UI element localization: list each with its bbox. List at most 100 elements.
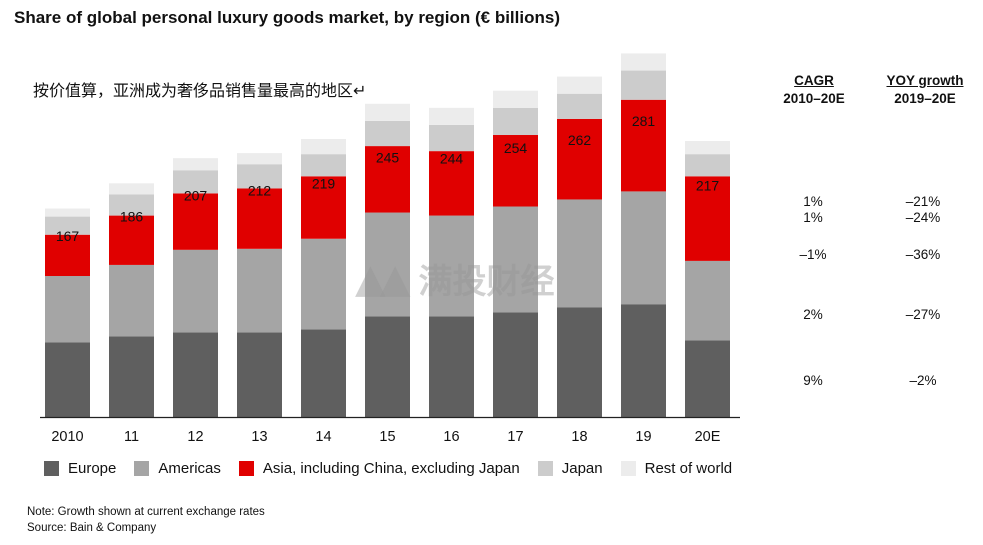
- watermark-text: 满投财经: [418, 262, 555, 302]
- watermark-logo-icon: ▲▲: [355, 255, 410, 302]
- bar-total-label: 217: [696, 177, 720, 193]
- bar-segment-rest-of-world: [557, 76, 602, 94]
- bar-segment-japan: [45, 216, 90, 235]
- legend-item-europe: Europe: [44, 460, 116, 477]
- x-tick-label: 12: [187, 429, 203, 445]
- bar-segment-japan: [301, 154, 346, 177]
- bar-segment-rest-of-world: [301, 139, 346, 155]
- cagr-value: 9%: [803, 373, 823, 388]
- legend-swatch: [238, 461, 254, 476]
- bar-segment-rest-of-world: [685, 141, 730, 155]
- cagr-value: 1%: [803, 194, 823, 209]
- bar-segment-asia: [429, 151, 474, 216]
- cagr-header-label: CAGR: [794, 73, 834, 88]
- bar-segment-japan: [109, 194, 154, 216]
- bar-segment-americas: [301, 238, 346, 330]
- yoy-header: YOY growth 2019–20E: [875, 72, 975, 108]
- bar-segment-europe: [109, 336, 154, 417]
- bar-total-label: 186: [120, 209, 144, 225]
- x-tick-label: 16: [443, 429, 459, 445]
- bar-segment-americas: [621, 191, 666, 305]
- bar-segment-europe: [557, 307, 602, 417]
- legend-label: Rest of world: [644, 460, 733, 477]
- bar-segment-americas: [45, 276, 90, 343]
- bar-segment-asia: [173, 193, 218, 250]
- bar-segment-rest-of-world: [173, 158, 218, 171]
- bar-segment-japan: [621, 70, 666, 100]
- bar-segment-europe: [45, 342, 90, 417]
- bar-segment-americas: [109, 264, 154, 337]
- bar-total-label: 219: [312, 175, 336, 191]
- x-tick-label: 19: [635, 429, 651, 445]
- legend-label: Europe: [68, 460, 117, 477]
- legend-swatch: [44, 461, 59, 476]
- bar-segment-japan: [365, 120, 410, 147]
- bar-segment-asia: [237, 188, 282, 249]
- bar-segment-europe: [365, 316, 410, 417]
- x-tick-label: 17: [507, 429, 523, 445]
- cagr-value: –1%: [799, 247, 827, 262]
- bar-segment-asia: [685, 176, 730, 261]
- x-tick-label: 20E: [695, 429, 721, 445]
- x-tick-label: 13: [251, 429, 267, 445]
- bar-segment-rest-of-world: [237, 153, 282, 165]
- chart-note: Note: Growth shown at current exchange r…: [27, 506, 265, 518]
- x-tick-label: 15: [379, 429, 395, 445]
- bar-segment-americas: [557, 199, 602, 308]
- bar-segment-europe: [237, 332, 282, 417]
- bar-segment-japan: [173, 170, 218, 194]
- yoy-value: –24%: [905, 210, 941, 225]
- bar-segment-rest-of-world: [365, 103, 410, 121]
- x-tick-label: 14: [315, 429, 331, 445]
- bar-segment-japan: [557, 93, 602, 119]
- bar-segment-asia: [301, 176, 346, 239]
- bar-segment-asia: [493, 135, 538, 207]
- bar-segment-asia: [621, 99, 666, 192]
- bar-total-label: 245: [376, 149, 400, 165]
- bar-total-label: 244: [440, 150, 464, 166]
- bar-segment-japan: [237, 164, 282, 189]
- yoy-value: –36%: [905, 247, 941, 262]
- x-tick-label: 18: [571, 429, 587, 445]
- legend-item-rest-of-world: Rest of world: [620, 460, 733, 477]
- chart-source: Source: Bain & Company: [27, 522, 157, 534]
- bar-total-label: 212: [248, 182, 272, 198]
- yoy-header-range: 2019–20E: [894, 91, 956, 106]
- bar-segment-rest-of-world: [45, 208, 90, 217]
- legend-item-japan: Japan: [537, 460, 603, 477]
- bar-segment-americas: [685, 260, 730, 341]
- bar-segment-americas: [173, 249, 218, 333]
- bar-segment-americas: [429, 215, 474, 317]
- bar-total-label: 167: [56, 228, 80, 244]
- bar-segment-japan: [685, 154, 730, 177]
- bar-segment-europe: [621, 304, 666, 417]
- cagr-value: 1%: [803, 210, 823, 225]
- bar-segment-americas: [365, 212, 410, 317]
- bar-segment-rest-of-world: [493, 90, 538, 108]
- bar-segment-europe: [173, 332, 218, 417]
- bar-segment-asia: [109, 215, 154, 265]
- legend-swatch: [620, 461, 636, 476]
- bar-segment-japan: [493, 107, 538, 136]
- bar-segment-europe: [493, 312, 538, 417]
- legend-label: Americas: [158, 460, 221, 477]
- watermark: ▲▲ 满投财经: [355, 254, 555, 303]
- bar-segment-rest-of-world: [621, 53, 666, 71]
- bar-total-label: 207: [184, 188, 208, 204]
- yoy-value: –2%: [909, 373, 937, 388]
- x-tick-label: 11: [124, 429, 139, 445]
- chart-subtitle: 按价值算，亚洲成为奢侈品销售量最高的地区↵: [33, 81, 367, 100]
- bar-segment-europe: [429, 316, 474, 417]
- bar-segment-rest-of-world: [109, 183, 154, 195]
- cagr-value: 2%: [803, 307, 823, 322]
- bar-segment-asia: [45, 234, 90, 277]
- bar-segment-asia: [557, 118, 602, 200]
- legend-swatch: [537, 461, 553, 476]
- bar-segment-asia: [365, 146, 410, 213]
- bar-segment-europe: [685, 340, 730, 417]
- x-tick-label: 2010: [51, 429, 83, 445]
- bar-total-label: 262: [568, 132, 592, 148]
- yoy-value: –21%: [905, 194, 941, 209]
- legend-item-americas: Americas: [134, 460, 221, 477]
- bar-segment-japan: [429, 124, 474, 152]
